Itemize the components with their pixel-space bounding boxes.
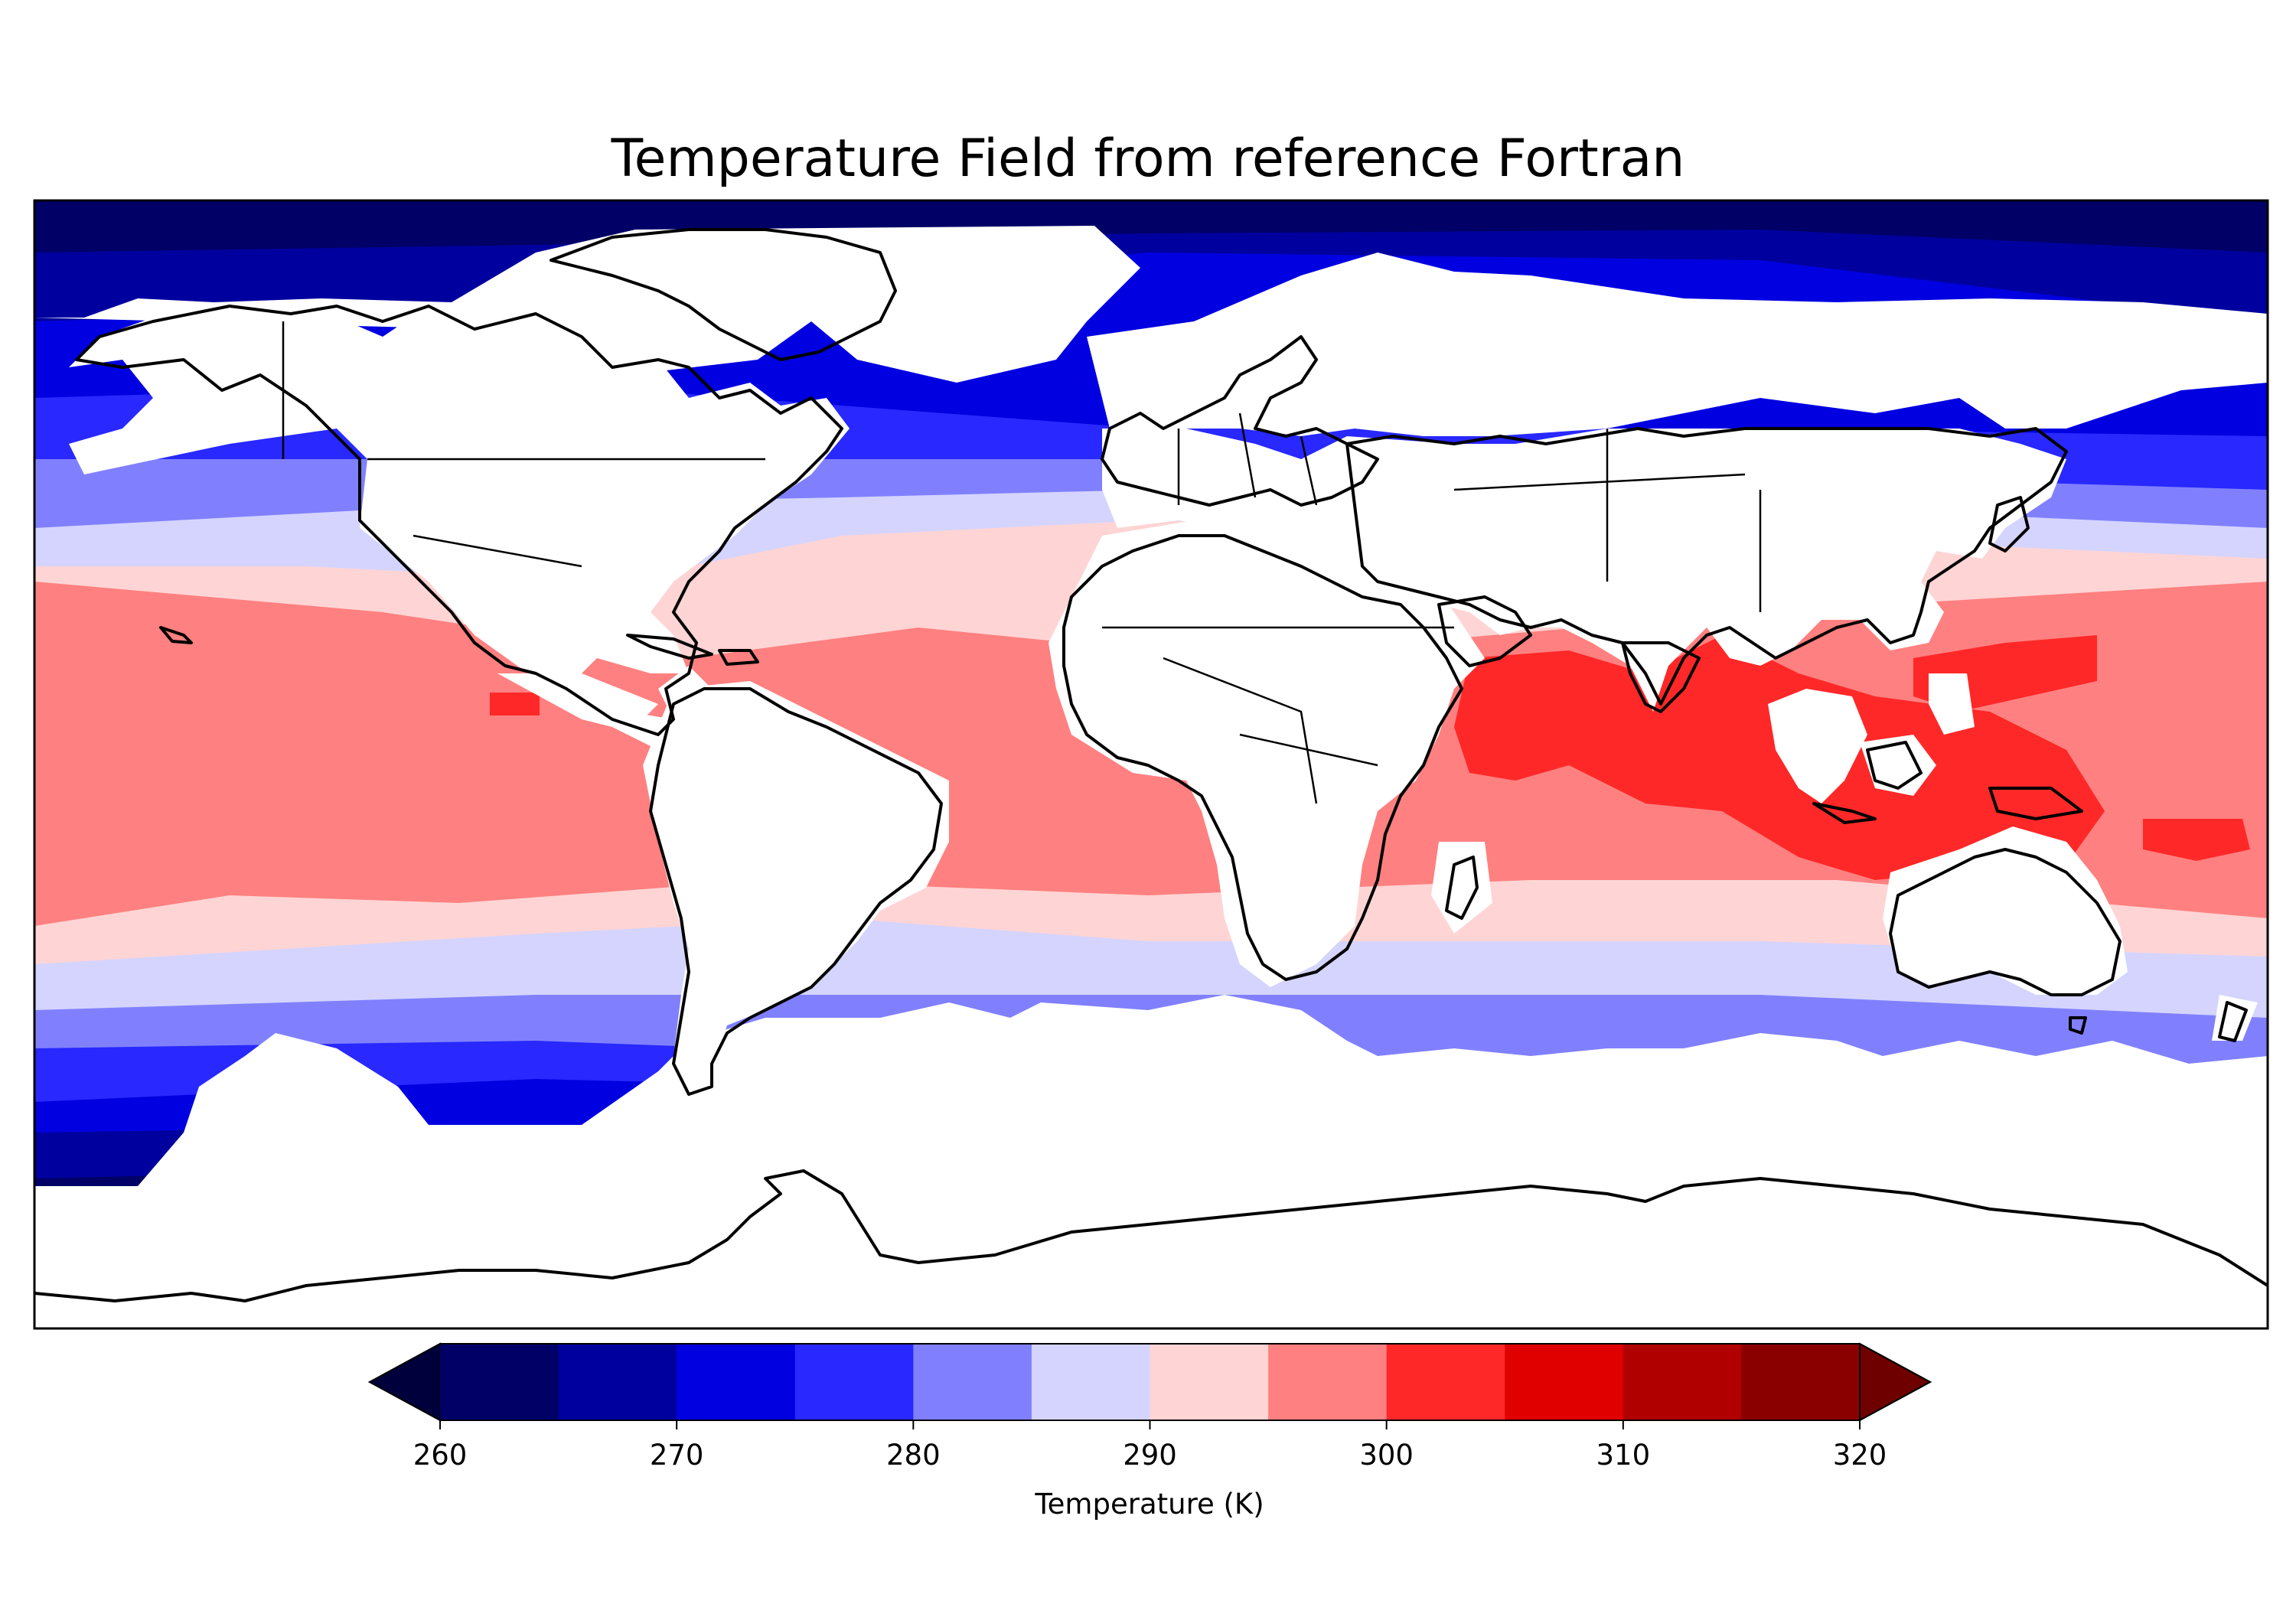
coast-hispaniola xyxy=(718,649,759,666)
border-asia xyxy=(1453,429,1762,612)
coast-japan xyxy=(1988,496,2030,553)
coast-asia xyxy=(1345,427,2068,706)
colorbar-swatch xyxy=(1386,1344,1505,1420)
colorbar-swatch xyxy=(1031,1344,1150,1420)
coast-australia xyxy=(1889,848,2122,996)
coast-india xyxy=(1621,641,1701,713)
coast-south-america xyxy=(649,687,943,1096)
eurasia-mask xyxy=(1102,429,2066,712)
country-borders xyxy=(282,321,1762,804)
colorbar-swatch xyxy=(677,1344,796,1420)
map-frame xyxy=(33,199,2269,1330)
band-300-305-mexico xyxy=(490,693,540,715)
colorbar-swatch xyxy=(1741,1344,1861,1420)
colorbar-tick-label: 320 xyxy=(1833,1439,1887,1472)
coast-north-america xyxy=(75,305,843,736)
coast-cuba xyxy=(626,634,713,660)
coast-borneo xyxy=(1866,741,1923,790)
colorbar-swatch xyxy=(913,1344,1032,1420)
arctic-coast-mask xyxy=(34,226,1140,383)
band-300-305-coral xyxy=(2143,819,2250,861)
colorbar-tick-label: 260 xyxy=(413,1439,468,1472)
colorbar-swatch xyxy=(558,1344,677,1420)
africa-mask xyxy=(1049,520,1485,987)
band-300-305-indian xyxy=(1454,635,2105,880)
philippines-mask xyxy=(1929,673,1975,735)
new-zealand-mask xyxy=(2212,995,2258,1041)
colorbar-tick-label: 290 xyxy=(1123,1439,1177,1472)
border-europe xyxy=(1177,412,1318,506)
colorbar-swatch xyxy=(1150,1344,1269,1420)
colorbar-swatch xyxy=(440,1344,559,1420)
colorbar-swatch xyxy=(1623,1344,1742,1420)
coast-africa xyxy=(1062,534,1463,981)
colorbar-tick-label: 280 xyxy=(886,1439,941,1472)
colorbar-tick-label: 300 xyxy=(1359,1439,1414,1472)
australia-mask xyxy=(1883,826,2128,995)
coastlines xyxy=(34,228,2268,1302)
colorbar-ticks: 260 270 280 290 300 310 320 xyxy=(413,1420,1887,1472)
coast-tasmania xyxy=(2069,1016,2087,1035)
border-us-mexico xyxy=(413,534,582,568)
maritime-asia-mask xyxy=(1768,689,1867,804)
south-america-mask xyxy=(643,681,949,1117)
colorbar-tick-label: 270 xyxy=(650,1439,704,1472)
coast-antarctica xyxy=(34,1169,2268,1302)
coast-madagascar xyxy=(1445,856,1479,920)
colorbar-swatches xyxy=(367,1342,1932,1422)
colorbar-axis-label: Temperature (K) xyxy=(1034,1488,1264,1521)
colorbar-swatch xyxy=(794,1344,914,1420)
coast-hawaii xyxy=(159,626,193,644)
eurasia-north-mask xyxy=(1087,253,2268,436)
north-america-mask xyxy=(69,306,850,735)
map-title: Temperature Field from reference Fortran xyxy=(611,129,1685,189)
colorbar-swatch xyxy=(1505,1344,1624,1420)
coast-europe xyxy=(1101,335,1379,507)
border-africa-3 xyxy=(1239,733,1378,767)
antarctic-mask xyxy=(34,995,2268,1328)
colorbar-extend-under xyxy=(367,1342,441,1422)
coast-new-zealand xyxy=(2218,1001,2248,1042)
border-africa-2 xyxy=(1163,657,1318,804)
colorbar-tick-label: 310 xyxy=(1596,1439,1651,1472)
coast-new-guinea xyxy=(1988,787,2083,820)
coast-sea-islands xyxy=(1812,802,1877,824)
colorbar-extend-over xyxy=(1859,1342,1932,1422)
coast-greenland xyxy=(550,228,897,361)
land-mask xyxy=(34,226,2268,1328)
colorbar-swatch xyxy=(1268,1344,1388,1420)
coast-arabia xyxy=(1437,595,1532,667)
